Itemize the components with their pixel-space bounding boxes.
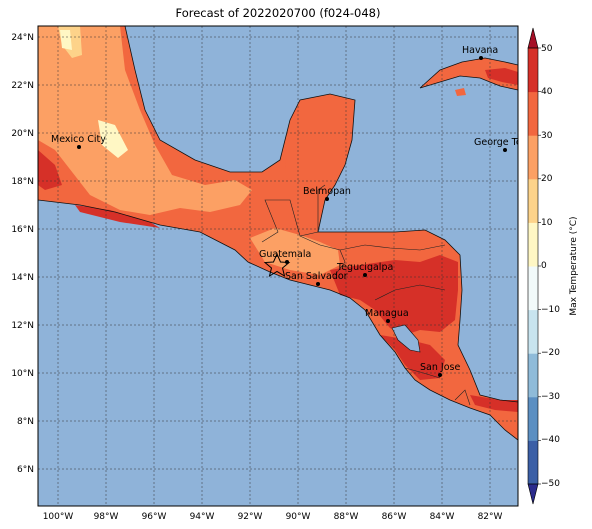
lon-label: 100°W <box>43 512 74 522</box>
lat-label: 24°N <box>11 33 34 43</box>
lon-label: 88°W <box>334 512 359 522</box>
lon-label: 82°W <box>478 512 503 522</box>
lat-labels: 24°N 22°N 20°N 18°N 16°N 14°N 12°N 10°N … <box>11 33 34 475</box>
land-isle-of-youth <box>455 88 466 96</box>
colorbar-tick-label: −30 <box>541 392 560 402</box>
colorbar-label: Max Temperature (°C) <box>569 216 579 315</box>
lon-labels: 100°W 98°W 96°W 94°W 92°W 90°W 88°W 86°W… <box>43 512 503 522</box>
colorbar-max-extend <box>527 27 539 49</box>
city-label-mexico-city: Mexico City <box>51 134 106 145</box>
land-mexico-cool-2 <box>98 120 128 158</box>
colorbar-segment <box>528 135 538 180</box>
land-yucatan <box>285 94 355 236</box>
colorbar-segment <box>528 48 538 93</box>
colorbar-tick-label: 40 <box>541 87 553 97</box>
land-cuba-hot <box>485 68 518 85</box>
city-dot-george-town <box>503 148 507 152</box>
lon-label: 98°W <box>94 512 119 522</box>
city-dot-managua <box>386 319 390 323</box>
lat-label: 8°N <box>17 417 34 427</box>
colorbar-min-extend <box>527 483 539 505</box>
city-label-george-town: George Tov <box>474 137 528 148</box>
colorbar-segment <box>528 222 538 267</box>
colorbar-tick-label: −20 <box>541 348 560 358</box>
city-label-havana: Havana <box>462 45 498 56</box>
lat-label: 16°N <box>11 225 34 235</box>
colorbar-segment <box>528 396 538 441</box>
city-label-guatemala: Guatemala <box>259 249 311 260</box>
land-mexico-highland <box>38 26 252 215</box>
colorbar-segment <box>528 440 538 485</box>
lon-label: 94°W <box>190 512 215 522</box>
lat-label: 22°N <box>11 81 34 91</box>
city-label-managua: Managua <box>365 308 409 319</box>
coastlines <box>38 26 518 441</box>
lat-label: 14°N <box>11 273 34 283</box>
gridlines <box>38 26 518 506</box>
star-marker <box>263 252 291 278</box>
lon-label: 90°W <box>286 512 311 522</box>
colorbar-tick-label: 30 <box>541 131 553 141</box>
lon-label: 84°W <box>430 512 455 522</box>
lat-label: 18°N <box>11 177 34 187</box>
colorbar-tick-label: −50 <box>541 479 560 489</box>
colorbar-tick-label: 50 <box>541 44 553 54</box>
map-title: Forecast of 2022020700 (f024-048) <box>175 6 381 20</box>
city-label-tegucigalpa: Tegucigalpa <box>336 262 393 273</box>
map-frame <box>37 25 519 507</box>
city-dot-mexico-city <box>77 145 81 149</box>
country-borders <box>261 184 471 406</box>
colorbar <box>527 27 541 505</box>
city-label-belmopan: Belmopan <box>303 186 351 197</box>
land-mexico-cold <box>60 30 72 50</box>
city-label-san-jose: San Jose <box>420 362 460 373</box>
city-dot-havana <box>479 56 483 60</box>
colorbar-tick-label: 0 <box>541 261 547 271</box>
land-mexico-coast-hot <box>75 205 160 228</box>
land-cuba <box>420 58 518 90</box>
city-label-san-salvador: San Salvador <box>285 271 348 282</box>
city-dot-san-salvador <box>316 282 320 286</box>
city-dot-tegucigalpa <box>363 273 367 277</box>
land-costa-rica-hot <box>470 395 518 412</box>
lon-label: 96°W <box>142 512 167 522</box>
lat-label: 10°N <box>11 369 34 379</box>
lat-label: 20°N <box>11 129 34 139</box>
colorbar-tick-label: 20 <box>541 174 553 184</box>
colorbar-segment <box>528 178 538 223</box>
city-dot-belmopan <box>325 197 329 201</box>
land-highlands-warm <box>250 228 340 275</box>
colorbar-segment <box>528 266 538 311</box>
colorbar-ticks: 50 40 30 20 10 0 −10 −20 −30 −40 −50 <box>541 44 560 489</box>
colorbar-segment <box>528 353 538 398</box>
lat-label: 6°N <box>17 465 34 475</box>
lon-label: 92°W <box>238 512 263 522</box>
city-dot-san-jose <box>438 373 442 377</box>
lon-label: 86°W <box>382 512 407 522</box>
land-nicaragua-hot <box>380 335 445 380</box>
land-mexico-hot <box>38 150 62 190</box>
colorbar-tick-label: −10 <box>541 305 560 315</box>
colorbar-segment <box>528 309 538 354</box>
colorbar-tick-label: −40 <box>541 435 560 445</box>
lake-nicaragua <box>391 324 421 353</box>
colorbar-tick-label: 10 <box>541 218 553 228</box>
colorbar-segment <box>528 91 538 136</box>
lat-label: 12°N <box>11 321 34 331</box>
